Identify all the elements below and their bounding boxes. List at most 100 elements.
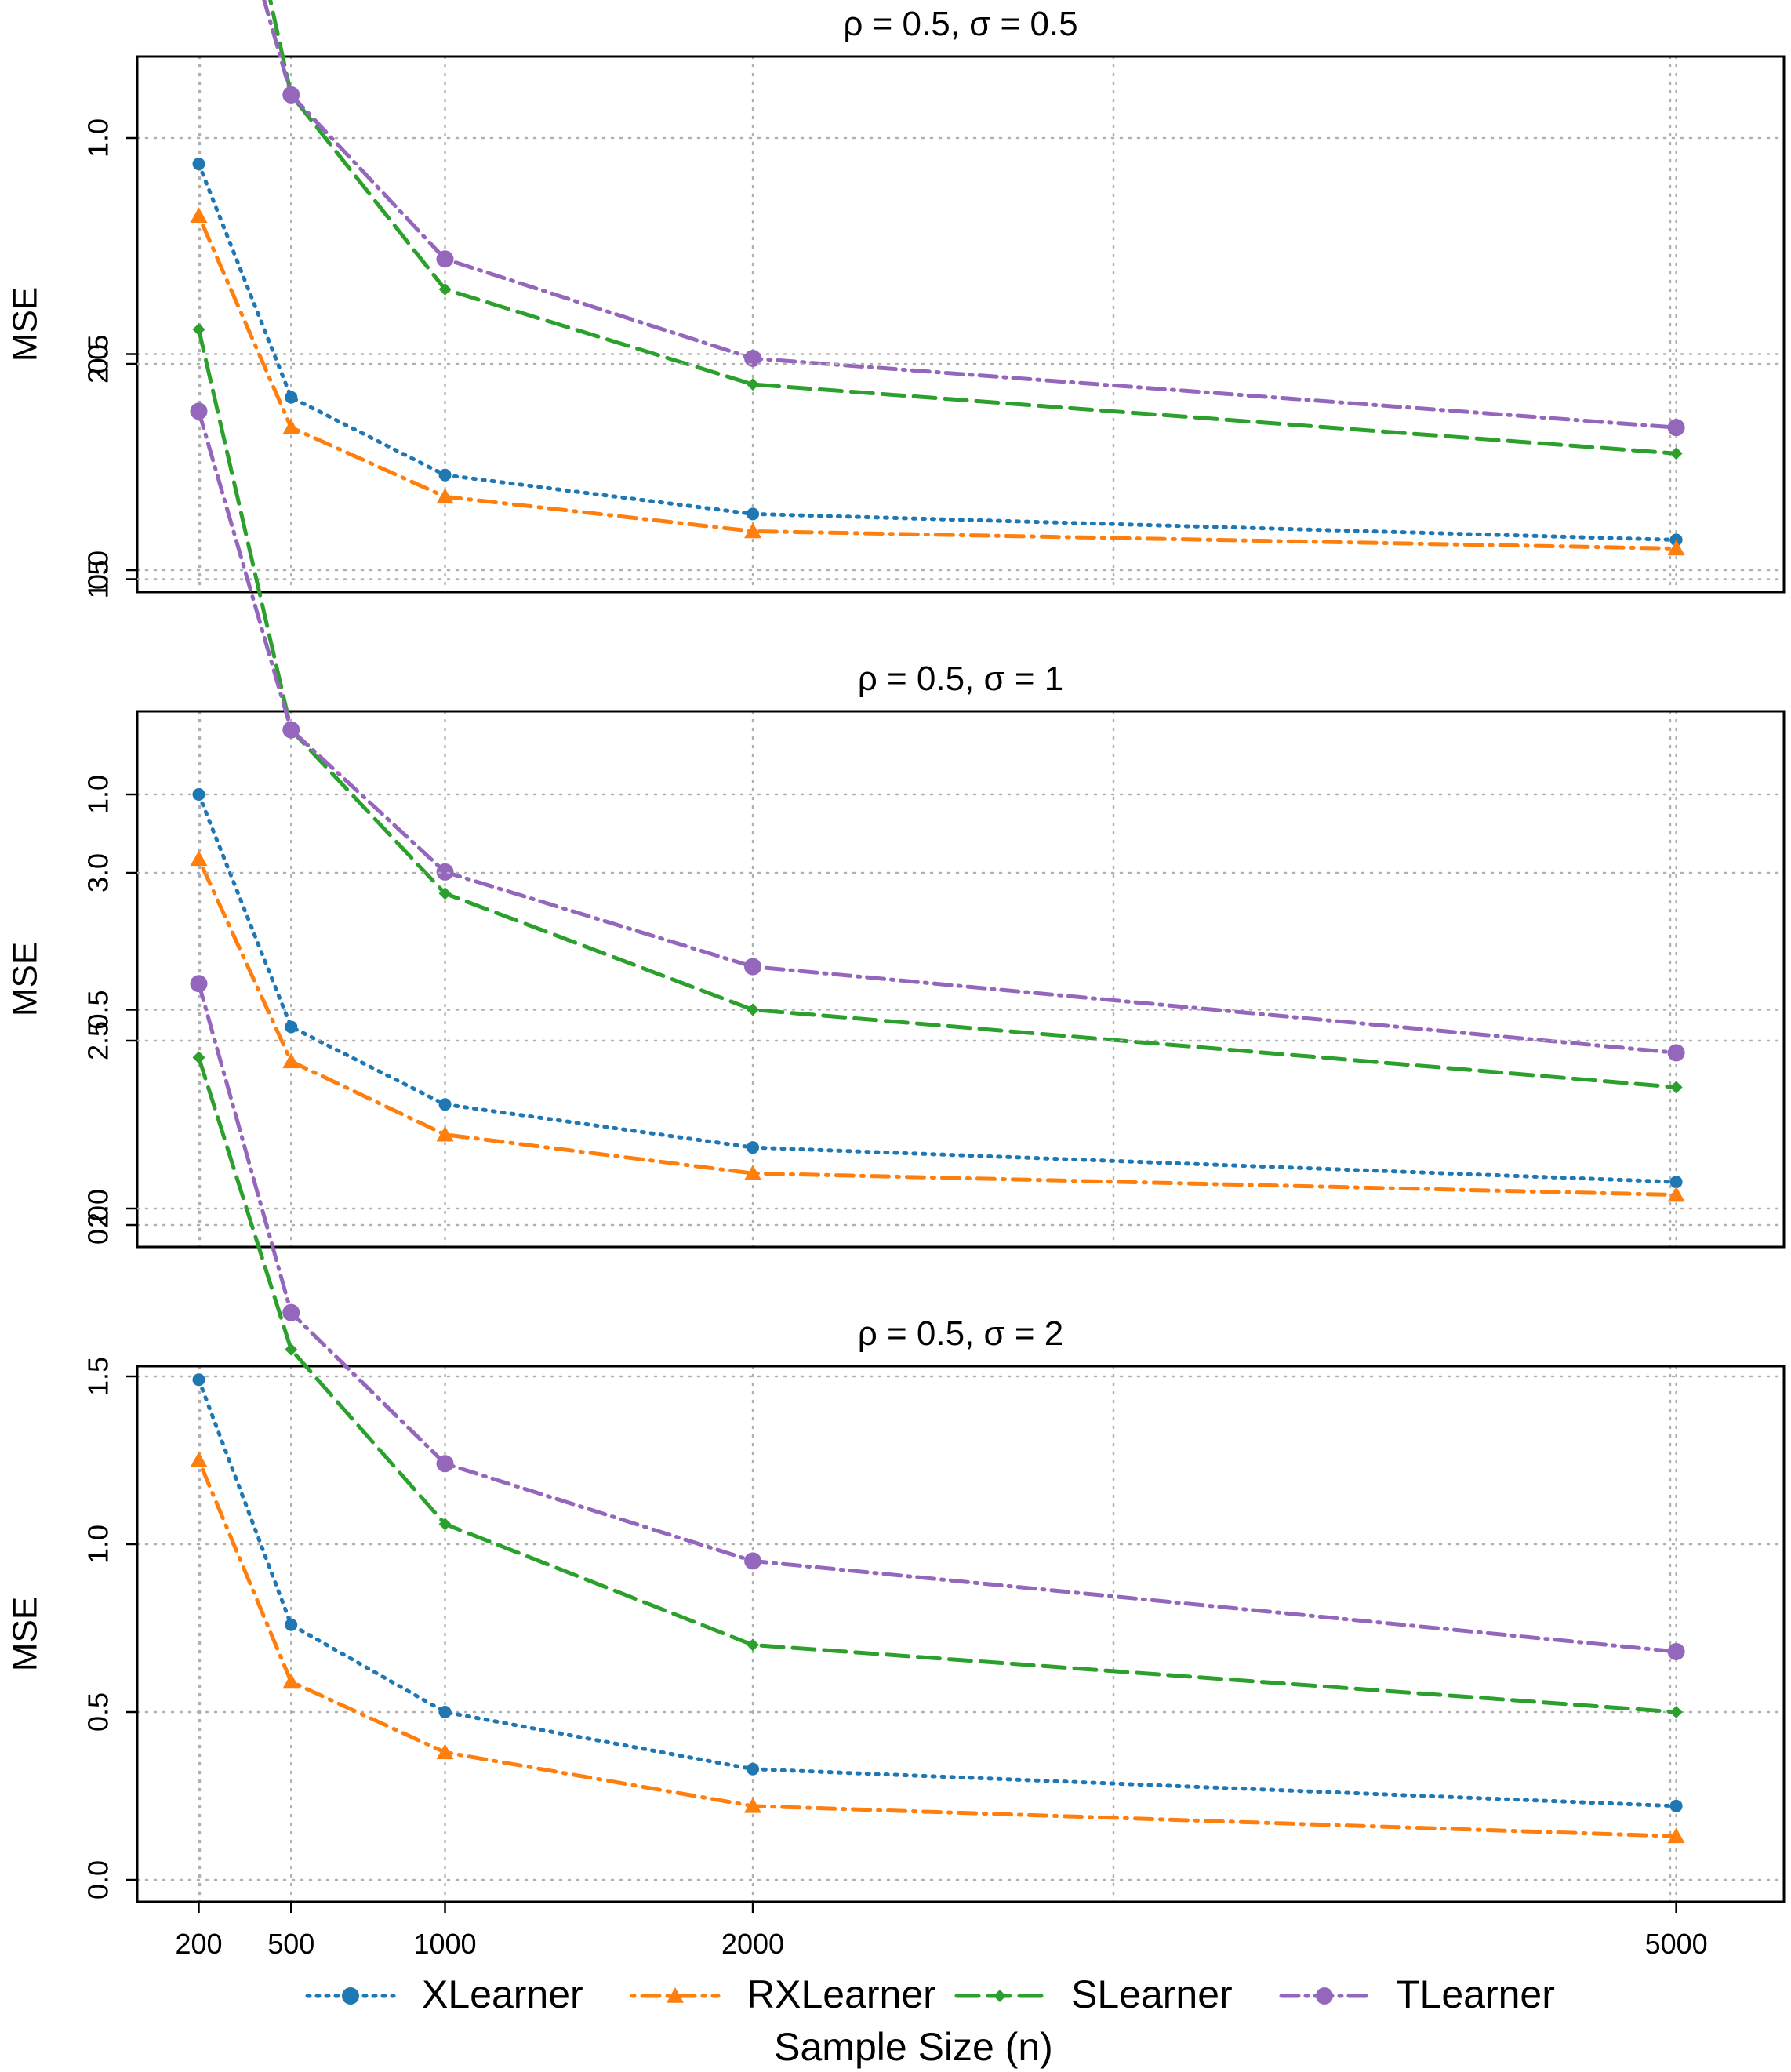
panel-3-series-slearner	[192, 1051, 1683, 1718]
data-point-xlearner	[192, 158, 205, 171]
panel-2-title: ρ = 0.5, σ = 1	[858, 660, 1064, 698]
legend-item-rxlearner: RXLearner	[630, 1972, 936, 2016]
data-point-slearner	[747, 1638, 760, 1652]
legend-item-tlearner: TLearner	[1279, 1972, 1555, 2016]
data-point-xlearner	[285, 391, 298, 404]
data-point-slearner	[438, 282, 452, 296]
panel-2-series-rxlearner	[190, 850, 1685, 1202]
y-tick-label: 1.5	[82, 1357, 114, 1396]
data-point-tlearner	[744, 350, 762, 368]
data-point-rxlearner	[436, 1743, 454, 1760]
y-tick-label: 2.0	[82, 1189, 114, 1228]
data-point-xlearner	[438, 468, 452, 482]
legend-slearner-label: SLearner	[1071, 1972, 1233, 2016]
panel-1-series-slearner	[268, 0, 1683, 460]
data-point-slearner	[1669, 1081, 1683, 1094]
series-line-tlearner	[197, 409, 1679, 1055]
series-line-rxlearner	[197, 213, 1679, 551]
y-tick-label: 1.0	[82, 775, 114, 814]
data-point-tlearner	[744, 958, 762, 976]
data-point-xlearner	[1669, 533, 1683, 547]
legend-tlearner-label: TLearner	[1396, 1972, 1555, 2016]
data-point-tlearner	[282, 85, 300, 104]
panel-3-title: ρ = 0.5, σ = 2	[858, 1314, 1064, 1353]
y-tick-label: 0.0	[82, 1860, 114, 1899]
data-point-tlearner	[436, 250, 454, 268]
panel-2-frame	[136, 710, 1786, 1249]
data-point-rxlearner	[436, 488, 454, 504]
y-tick-label: 0.0	[82, 551, 114, 590]
series-line-xlearner	[197, 1377, 1679, 1808]
legend-tlearner-symbol	[1279, 1987, 1370, 2005]
data-point-xlearner	[747, 1762, 760, 1776]
legend-item-xlearner: XLearner	[305, 1972, 583, 2016]
panel-3-frame	[136, 1365, 1786, 1903]
data-point-slearner	[747, 378, 760, 391]
data-point-xlearner	[438, 1098, 452, 1111]
series-line-slearner	[268, 0, 1679, 456]
data-point-xlearner	[1669, 1176, 1683, 1189]
panel-3: ρ = 0.5, σ = 2 MSE 0.0 0.5 1.0 1.5 2.0 2.5 3.0 20…	[6, 853, 1786, 1960]
legend-xlearner-label: XLearner	[422, 1972, 583, 2016]
y-tick-label: 2.5	[82, 1021, 114, 1060]
data-point-xlearner	[285, 1618, 298, 1631]
data-point-rxlearner	[190, 207, 208, 223]
data-point-slearner	[1669, 1706, 1683, 1718]
data-point-rxlearner	[744, 522, 762, 539]
panel-3-series-rxlearner	[190, 1452, 1685, 1844]
legend-item-slearner: SLearner	[954, 1972, 1233, 2016]
data-point-rxlearner	[744, 1797, 762, 1813]
x-tick-label: 1000	[413, 1928, 476, 1960]
data-point-tlearner	[1667, 419, 1685, 437]
y-tick-label: 1.0	[82, 1525, 114, 1564]
data-point-tlearner	[190, 975, 208, 993]
panel-2-series-xlearner	[192, 788, 1683, 1189]
panel-3-series-tlearner	[190, 975, 1685, 1660]
x-tick-label: 2000	[721, 1928, 784, 1960]
panel-1-series-rxlearner	[190, 207, 1685, 556]
panel-1-series-tlearner	[262, 0, 1685, 437]
data-point-tlearner	[282, 1303, 300, 1321]
x-tick-label: 5000	[1645, 1928, 1708, 1960]
legend-xlearner-symbol	[305, 1987, 396, 2005]
data-point-xlearner	[285, 1020, 298, 1034]
data-point-tlearner	[282, 721, 300, 739]
legend-slearner-marker	[994, 1990, 1006, 2002]
panel-3-series-xlearner	[192, 1373, 1683, 1812]
data-point-rxlearner	[1667, 1186, 1685, 1202]
data-point-tlearner	[190, 402, 208, 420]
series-line-rxlearner	[197, 1458, 1679, 1838]
series-line-rxlearner	[197, 856, 1679, 1198]
legend-rxlearner-label: RXLearner	[747, 1972, 936, 2016]
data-point-xlearner	[747, 507, 760, 521]
legend-rxlearner-symbol	[630, 1987, 721, 2003]
panel-2-y-axis-label: MSE	[6, 942, 45, 1016]
y-tick-label: 0.5	[82, 990, 114, 1029]
data-point-xlearner	[192, 1373, 205, 1387]
x-tick-label: 200	[175, 1928, 222, 1960]
y-tick-label: 0.5	[82, 334, 114, 373]
data-point-tlearner	[744, 1552, 762, 1570]
panel-2: ρ = 0.5, σ = 1 MSE 0.0 0.5 1.0 1.5 2.0	[6, 323, 1786, 1249]
legend-xlearner-marker	[342, 1987, 359, 2005]
data-point-slearner	[192, 323, 205, 336]
data-point-tlearner	[436, 1455, 454, 1473]
data-point-slearner	[192, 1051, 205, 1064]
panel-1-y-axis-label: MSE	[6, 287, 45, 362]
data-point-rxlearner	[1667, 1827, 1685, 1844]
data-point-slearner	[285, 1343, 298, 1356]
data-point-slearner	[747, 1003, 760, 1016]
data-point-rxlearner	[744, 1165, 762, 1180]
y-tick-label: 1.5	[82, 559, 114, 598]
y-tick-label: 1.0	[82, 118, 114, 158]
data-point-xlearner	[1669, 1799, 1683, 1812]
y-tick-label: 0.0	[82, 1205, 114, 1245]
data-point-slearner	[438, 1518, 452, 1531]
data-point-slearner	[1669, 447, 1683, 460]
data-point-rxlearner	[1667, 540, 1685, 556]
data-point-rxlearner	[436, 1125, 454, 1142]
y-tick-label: 0.5	[82, 1692, 114, 1732]
data-point-xlearner	[747, 1141, 760, 1154]
